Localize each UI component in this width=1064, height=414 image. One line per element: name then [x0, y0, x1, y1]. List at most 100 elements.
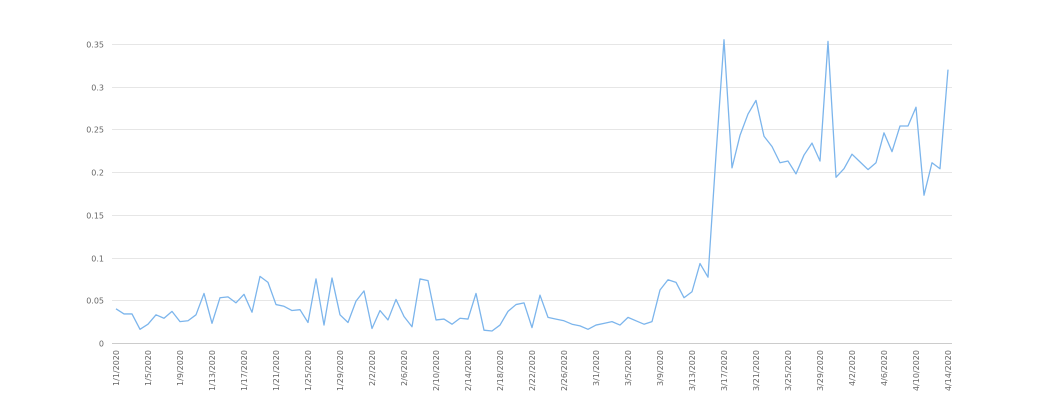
y-tick-label: 0.35: [86, 41, 104, 50]
x-tick-label: 4/6/2020: [880, 350, 889, 386]
data-point: [418, 277, 422, 281]
data-point: [330, 276, 334, 280]
x-tick-label: 1/25/2020: [304, 350, 313, 391]
data-point: [698, 262, 702, 266]
data-point: [682, 296, 686, 300]
x-tick-label: 4/2/2020: [848, 350, 857, 386]
data-point: [722, 38, 726, 42]
data-point: [762, 134, 766, 138]
data-point: [898, 124, 902, 128]
data-point: [794, 172, 798, 176]
x-tick-label: 2/14/2020: [464, 350, 473, 391]
data-point: [754, 98, 758, 102]
data-point: [642, 322, 646, 326]
data-point: [538, 293, 542, 297]
data-point: [866, 168, 870, 172]
data-point: [714, 153, 718, 157]
data-point: [170, 309, 174, 313]
data-point: [466, 317, 470, 321]
y-axis-tick-labels: 0 0.05 0.1 0.15 0.2 0.25 0.3 0.35: [86, 41, 104, 349]
data-point: [354, 299, 358, 303]
data-point: [874, 161, 878, 165]
x-tick-label: 1/9/2020: [176, 350, 185, 386]
data-point: [938, 167, 942, 171]
data-point: [514, 303, 518, 307]
data-point: [274, 303, 278, 307]
x-tick-label: 4/14/2020: [944, 350, 953, 391]
data-point: [842, 167, 846, 171]
data-point: [266, 280, 270, 284]
data-point: [634, 319, 638, 323]
data-point: [522, 301, 526, 305]
data-point: [690, 290, 694, 294]
data-point: [234, 301, 238, 305]
data-point: [562, 319, 566, 323]
x-axis-tick-labels: 1/1/2020 1/5/2020 1/9/2020 1/13/2020 1/17/20…: [112, 350, 953, 391]
x-tick-label: 3/29/2020: [816, 350, 825, 391]
x-tick-label: 1/1/2020: [112, 350, 121, 386]
data-point: [506, 309, 510, 313]
data-point: [706, 275, 710, 279]
x-tick-label: 3/5/2020: [624, 350, 633, 386]
data-point: [178, 320, 182, 324]
x-tick-label: 2/10/2020: [432, 350, 441, 391]
x-tick-label: 2/18/2020: [496, 350, 505, 391]
data-point: [130, 312, 134, 316]
data-point: [194, 313, 198, 317]
data-point: [578, 324, 582, 328]
data-point: [346, 321, 350, 325]
data-point: [162, 316, 166, 320]
data-point: [746, 112, 750, 116]
data-point: [778, 161, 782, 165]
data-point: [498, 323, 502, 327]
data-point: [258, 274, 262, 278]
data-point: [426, 279, 430, 283]
data-point: [834, 175, 838, 179]
data-point: [394, 297, 398, 301]
x-tick-label: 3/21/2020: [752, 350, 761, 391]
data-point: [138, 327, 142, 331]
data-point: [242, 292, 246, 296]
data-point: [602, 321, 606, 325]
data-point: [666, 278, 670, 282]
data-point: [858, 160, 862, 164]
x-tick-label: 2/6/2020: [400, 350, 409, 386]
y-tick-label: 0: [99, 340, 104, 349]
data-point: [770, 145, 774, 149]
data-point: [946, 68, 950, 72]
data-point: [594, 323, 598, 327]
data-point: [186, 319, 190, 323]
data-point: [730, 166, 734, 170]
data-point: [490, 329, 494, 333]
data-point: [370, 326, 374, 330]
data-point: [386, 318, 390, 322]
data-point: [338, 313, 342, 317]
data-point: [826, 39, 830, 43]
data-point: [674, 280, 678, 284]
data-point: [738, 133, 742, 137]
x-tick-label: 3/25/2020: [784, 350, 793, 391]
data-point: [618, 323, 622, 327]
x-tick-label: 3/9/2020: [656, 350, 665, 386]
data-point: [226, 295, 230, 299]
data-point: [474, 291, 478, 295]
x-tick-label: 2/26/2020: [560, 350, 569, 391]
data-point: [610, 320, 614, 324]
data-point: [450, 322, 454, 326]
data-point: [890, 150, 894, 154]
data-point: [410, 325, 414, 329]
data-point: [810, 141, 814, 145]
data-point: [570, 322, 574, 326]
data-point: [282, 304, 286, 308]
x-tick-label: 1/13/2020: [208, 350, 217, 391]
data-point: [458, 316, 462, 320]
data-point: [434, 318, 438, 322]
data-point: [322, 323, 326, 327]
data-point: [650, 320, 654, 324]
y-tick-label: 0.1: [91, 255, 104, 264]
data-point: [882, 131, 886, 135]
data-point: [530, 326, 534, 330]
y-tick-label: 0.25: [86, 126, 104, 135]
